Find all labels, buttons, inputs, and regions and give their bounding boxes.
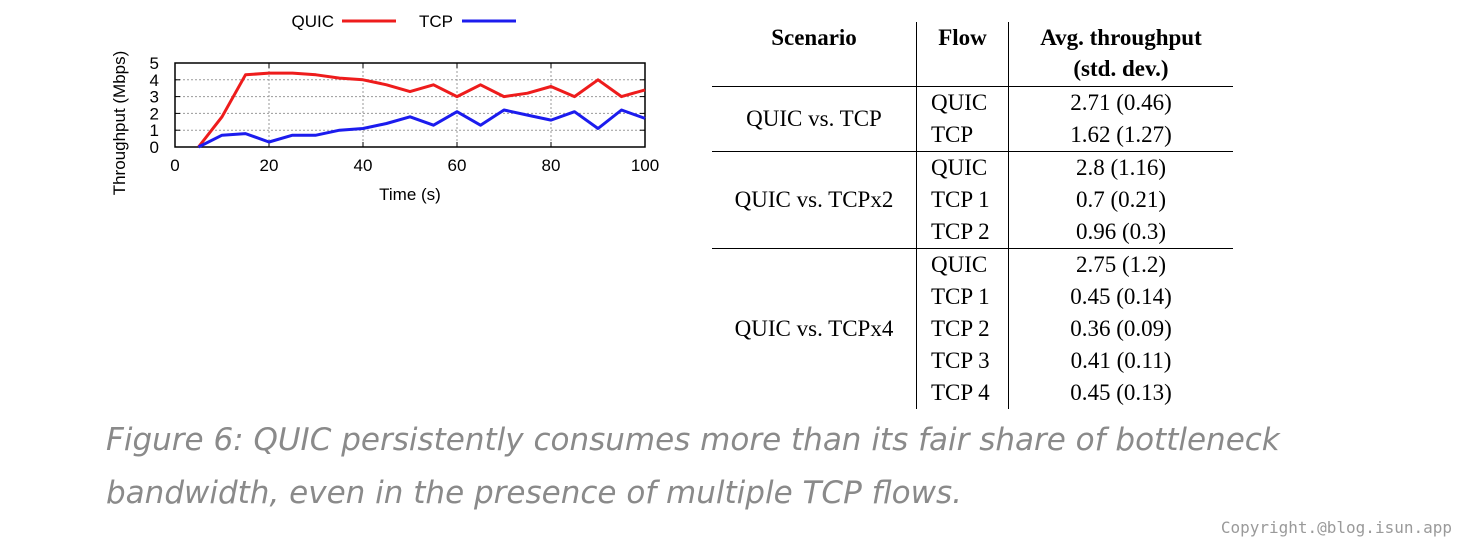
legend-label-tcp: TCP <box>419 12 453 31</box>
y-tick-label: 4 <box>150 71 159 90</box>
x-tick-label: 40 <box>354 156 373 175</box>
throughput-cell: 0.45 (0.14) <box>1008 281 1233 313</box>
table-row: TCP 4 0.45 (0.13) <box>712 377 1233 409</box>
legend-label-quic: QUIC <box>292 12 335 31</box>
scenario-cell: QUIC vs. TCP <box>712 86 917 152</box>
table-row: TCP 1 0.7 (0.21) <box>712 184 1233 216</box>
throughput-cell: 0.7 (0.21) <box>1008 184 1233 216</box>
flow-cell: TCP 1 <box>916 184 1009 216</box>
table-row: TCP 2 0.96 (0.3) <box>712 216 1233 249</box>
table-row: QUIC vs. TCPx4 QUIC 2.75 (1.2) <box>712 248 1233 409</box>
table-row: TCP 1.62 (1.27) <box>712 119 1233 152</box>
x-tick-label: 80 <box>542 156 561 175</box>
header-throughput: Avg. throughput (std. dev.) <box>1008 22 1233 87</box>
table-row: TCP 3 0.41 (0.11) <box>712 345 1233 377</box>
table-row: QUIC vs. TCPx2 QUIC 2.8 (1.16) <box>712 151 1233 249</box>
y-axis-title: Throughput (Mbps) <box>110 51 129 196</box>
x-tick-label: 60 <box>448 156 467 175</box>
y-tick-label: 0 <box>150 138 159 157</box>
scenario-cell: QUIC vs. TCPx4 <box>712 248 917 409</box>
chart-grid <box>175 63 645 147</box>
x-axis-title: Time (s) <box>379 185 441 204</box>
x-tick-label: 0 <box>170 156 179 175</box>
y-tick-label: 3 <box>150 88 159 107</box>
table-row: TCP 1 0.45 (0.14) <box>712 281 1233 313</box>
chart-series <box>197 71 646 149</box>
flow-cell: TCP 4 <box>916 377 1009 409</box>
table-header-row: Scenario Flow Avg. throughput (std. dev.… <box>712 22 1233 87</box>
flow-cell: TCP 2 <box>916 216 1009 249</box>
header-flow: Flow <box>916 22 1009 87</box>
header-throughput-line1: Avg. throughput <box>1040 25 1202 50</box>
figure-caption: Figure 6: QUIC persistently consumes mor… <box>106 422 1280 511</box>
throughput-cell: 1.62 (1.27) <box>1008 119 1233 152</box>
y-tick-label: 1 <box>150 121 159 140</box>
throughput-cell: 2.8 (1.16) <box>1008 151 1233 184</box>
flow-cell: QUIC <box>916 86 1009 119</box>
plot-frame <box>174 62 646 148</box>
table-row: QUIC vs. TCP QUIC 2.71 (0.46) <box>712 86 1233 152</box>
flow-cell: QUIC <box>916 151 1009 184</box>
header-scenario: Scenario <box>771 25 857 50</box>
x-tick-label: 100 <box>631 156 659 175</box>
series-line-tcp <box>197 108 646 149</box>
throughput-cell: 0.41 (0.11) <box>1008 345 1233 377</box>
results-table: Scenario Flow Avg. throughput (std. dev.… <box>712 22 1233 409</box>
flow-cell: TCP 3 <box>916 345 1009 377</box>
copyright-watermark: Copyright.@blog.isun.app <box>1220 518 1452 537</box>
x-tick-label: 20 <box>260 156 279 175</box>
throughput-cell: 0.45 (0.13) <box>1008 377 1233 409</box>
flow-cell: TCP 1 <box>916 281 1009 313</box>
y-tick-label: 2 <box>150 104 159 123</box>
header-throughput-line2: (std. dev.) <box>1073 56 1169 81</box>
scenario-group: QUIC vs. TCP QUIC 2.71 (0.46) TCP 1.62 (1.27… <box>712 86 1233 152</box>
scenario-group: QUIC vs. TCPx2 QUIC 2.8 (1.16) TCP 1 0.7 (0.… <box>712 151 1233 249</box>
throughput-cell: 0.36 (0.09) <box>1008 313 1233 345</box>
flow-cell: QUIC <box>916 248 1009 281</box>
series-line-quic <box>197 71 646 148</box>
chart-legend: QUIC TCP <box>292 12 516 31</box>
throughput-cell: 2.71 (0.46) <box>1008 86 1233 119</box>
scenario-group: QUIC vs. TCPx4 QUIC 2.75 (1.2) TCP 1 0.45 (0… <box>712 248 1233 409</box>
throughput-cell: 0.96 (0.3) <box>1008 216 1233 249</box>
scenario-cell: QUIC vs. TCPx2 <box>712 151 917 249</box>
table-row: TCP 2 0.36 (0.09) <box>712 313 1233 345</box>
flow-cell: TCP 2 <box>916 313 1009 345</box>
y-tick-label: 5 <box>150 54 159 73</box>
flow-cell: TCP <box>916 119 1009 152</box>
throughput-cell: 2.75 (1.2) <box>1008 248 1233 281</box>
